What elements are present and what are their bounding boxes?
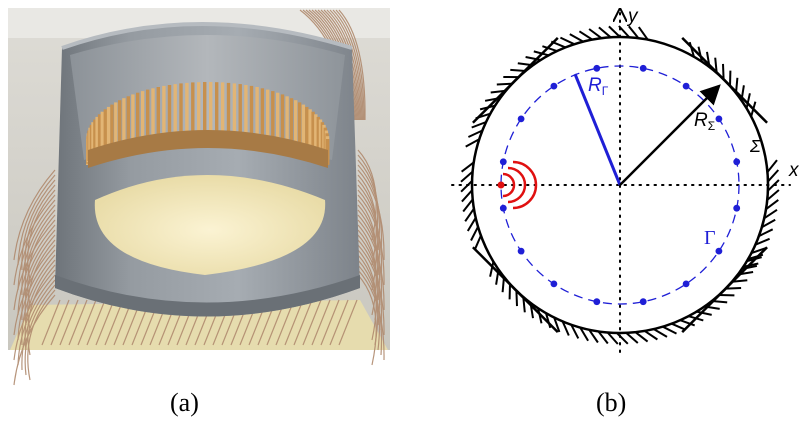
array-point <box>682 280 690 288</box>
array-point <box>639 64 647 72</box>
radius-gamma <box>573 73 622 186</box>
radius-sigma-label: RΣ <box>694 110 715 133</box>
array-point <box>715 115 723 123</box>
photo-tank-floor <box>94 175 326 275</box>
array-point <box>550 280 558 288</box>
y-axis-label: y <box>626 6 639 27</box>
array-point <box>517 115 525 123</box>
array-point <box>517 247 525 255</box>
caption-a: (a) <box>170 388 199 417</box>
photo-transducer-ring <box>86 82 330 168</box>
array-point <box>593 64 601 72</box>
array-point <box>682 82 690 90</box>
boundary-label: Σ <box>749 136 762 156</box>
array-points <box>499 64 741 306</box>
photo-base <box>10 300 388 350</box>
source-point <box>497 181 505 189</box>
boundary-sigma <box>470 35 770 335</box>
array-point <box>715 247 723 255</box>
array-point <box>733 204 741 212</box>
array-point <box>639 298 647 306</box>
radius-gamma-label: RΓ <box>588 75 609 98</box>
array-label: Γ <box>704 227 716 249</box>
x-axis-label: x <box>788 160 799 181</box>
array-point <box>499 158 507 166</box>
array-circle-gamma <box>500 65 740 305</box>
source <box>497 160 538 210</box>
radius-sigma <box>619 84 721 186</box>
array-point <box>733 158 741 166</box>
array-point <box>499 204 507 212</box>
caption-b: (b) <box>596 388 627 417</box>
array-point <box>593 298 601 306</box>
boundary-hatching <box>460 25 780 345</box>
array-point <box>550 82 558 90</box>
